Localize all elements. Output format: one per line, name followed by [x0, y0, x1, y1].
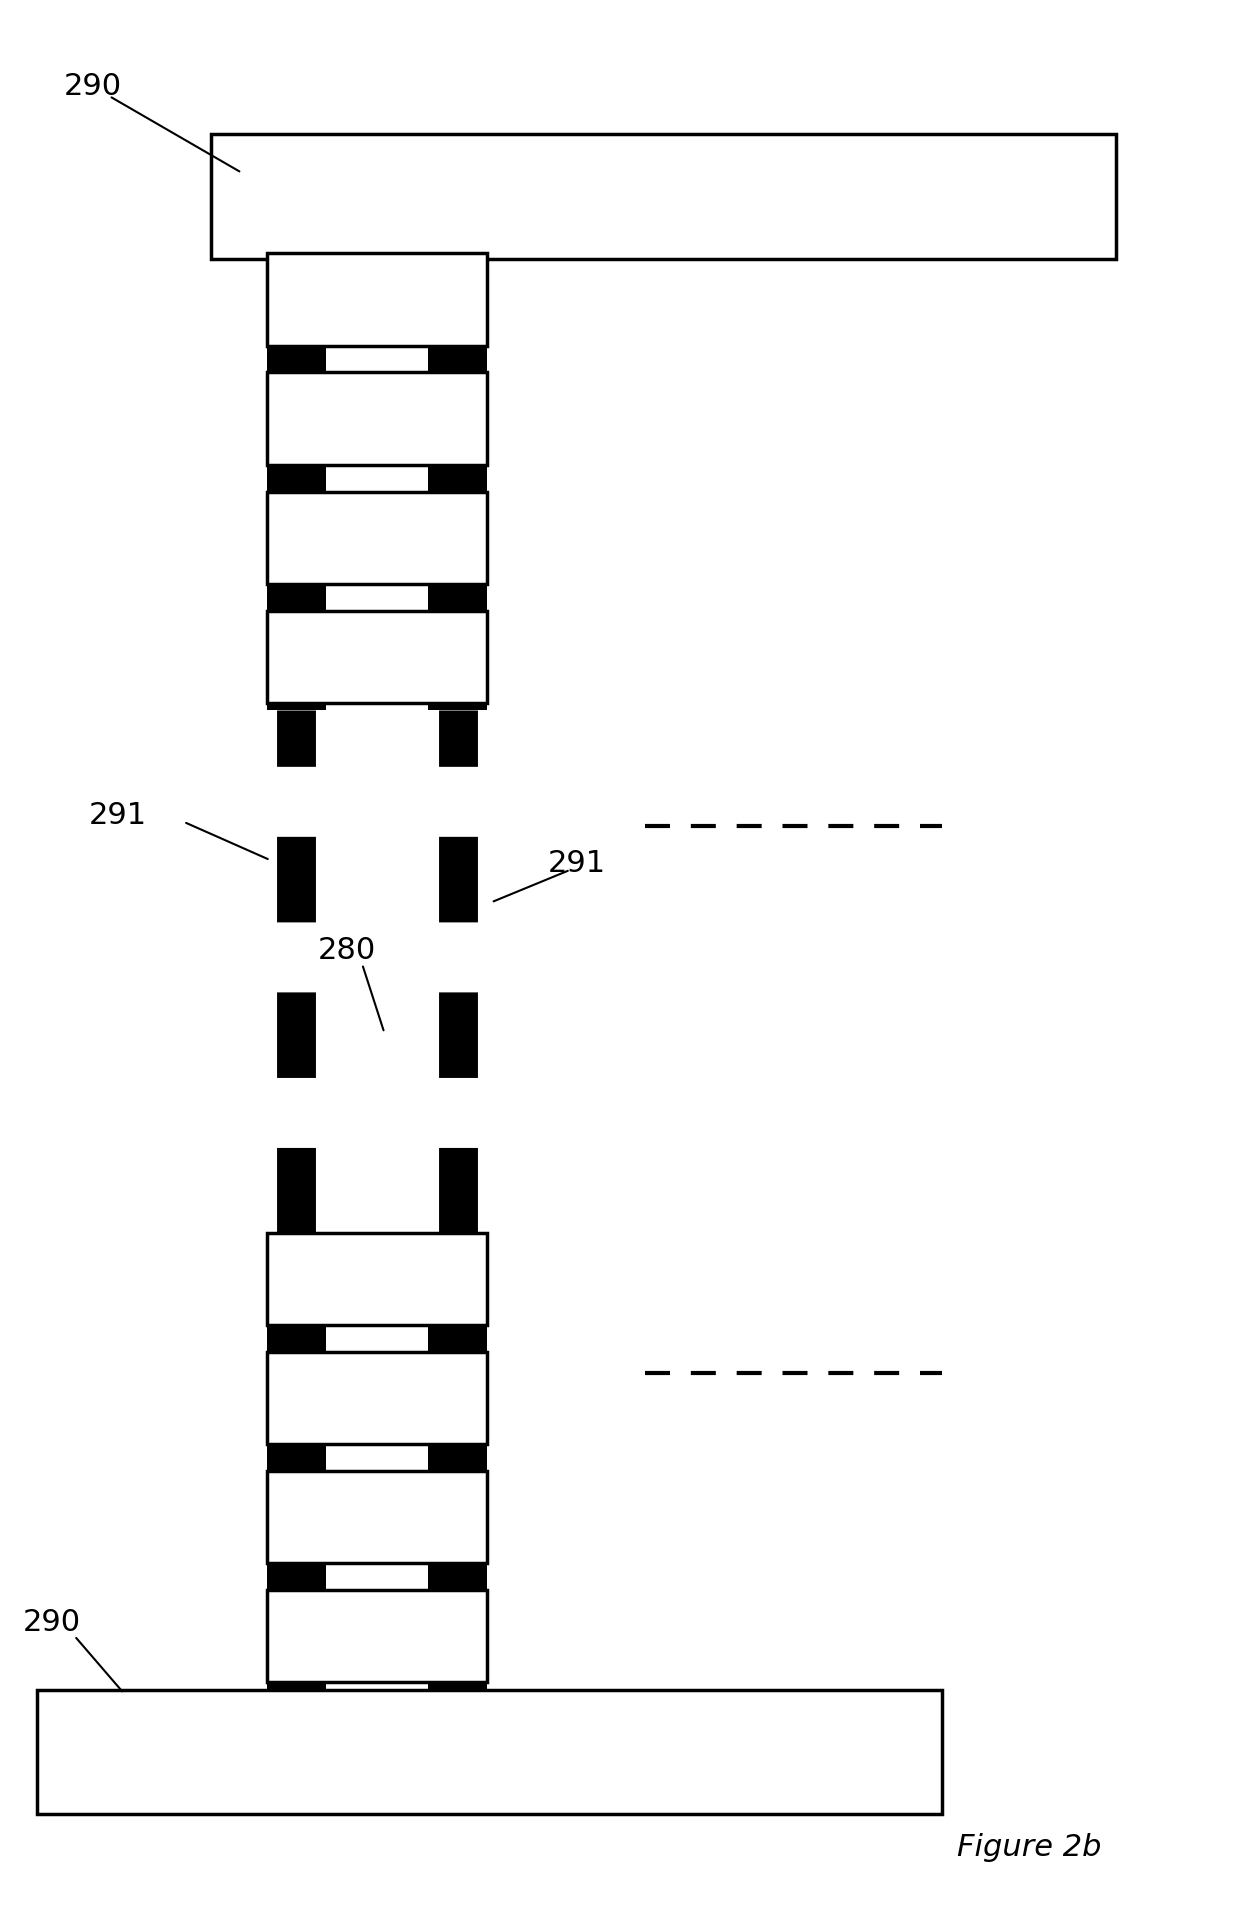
Bar — [267, 1352, 487, 1444]
Bar — [267, 1233, 487, 1325]
Bar — [211, 134, 1116, 259]
Bar — [267, 1590, 487, 1682]
Bar — [267, 492, 487, 584]
Text: 291: 291 — [548, 849, 605, 879]
Bar — [267, 253, 487, 346]
Text: 291: 291 — [89, 801, 146, 831]
Text: Figure 2b: Figure 2b — [957, 1832, 1101, 1862]
Bar — [37, 1690, 942, 1814]
Bar — [267, 134, 326, 710]
Text: 290: 290 — [64, 71, 122, 102]
Text: 280: 280 — [319, 935, 376, 966]
Bar — [267, 1233, 326, 1690]
Bar — [267, 1471, 487, 1563]
Text: 290: 290 — [24, 1607, 81, 1638]
Bar — [428, 1233, 487, 1690]
Bar — [267, 611, 487, 703]
Bar — [428, 134, 487, 710]
Bar — [267, 372, 487, 465]
